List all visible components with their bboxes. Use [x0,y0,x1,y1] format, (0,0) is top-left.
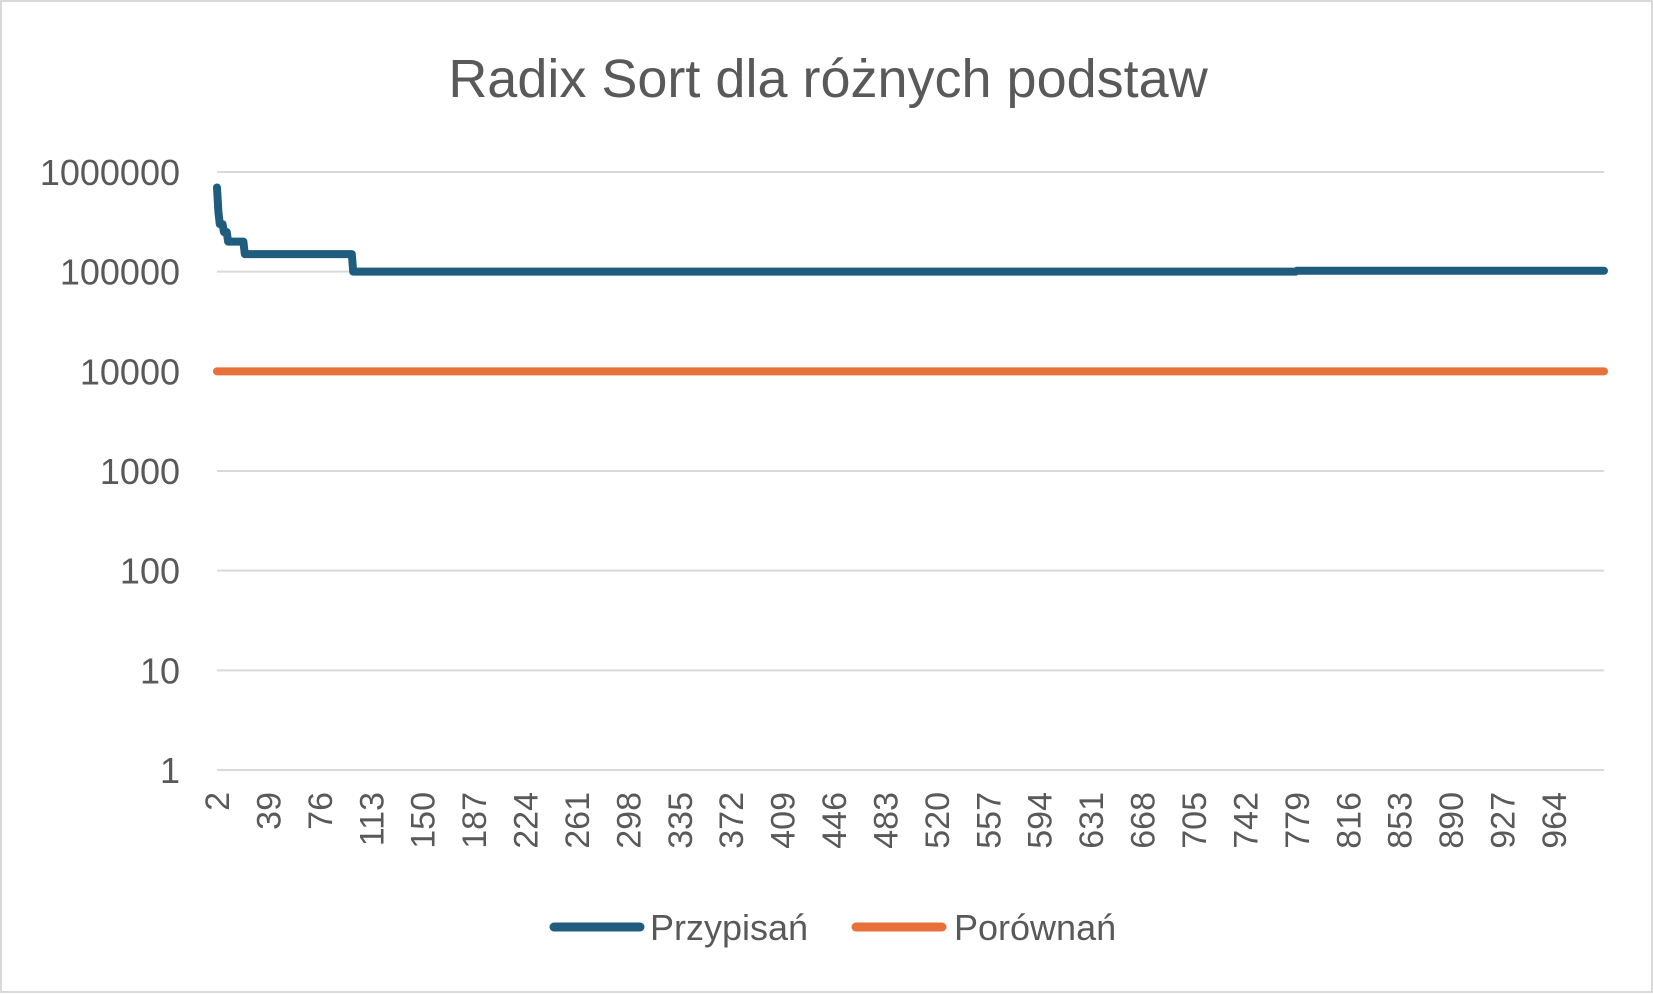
y-axis-tick-labels: 1 10 100 1000 10000 100000 1000000 [40,152,180,791]
x-tick-label: 927 [1485,792,1523,849]
x-tick-label: 964 [1536,792,1574,849]
x-tick-label: 890 [1433,792,1471,849]
x-tick-label: 150 [405,792,443,849]
x-tick-label: 594 [1022,792,1060,849]
x-tick-label: 261 [559,792,597,849]
x-tick-label: 409 [765,792,803,849]
x-tick-label: 705 [1176,792,1214,849]
x-tick-label: 631 [1073,792,1111,849]
x-axis-tick-labels: 2 39 76 113 150 187 224 261 298 335 372 409 446 483 52… [199,792,1574,849]
y-tick-label: 10000 [80,351,180,392]
x-tick-label: 483 [867,792,905,849]
x-tick-label: 520 [919,792,957,849]
x-tick-label: 742 [1227,792,1265,849]
x-tick-label: 298 [610,792,648,849]
x-tick-label: 113 [353,792,391,846]
y-tick-label: 1000000 [40,152,180,193]
x-tick-label: 557 [970,792,1008,849]
chart-title: Radix Sort dla różnych podstaw [448,49,1208,109]
x-tick-label: 816 [1330,792,1368,849]
x-tick-label: 224 [508,792,546,849]
legend-label: Porównań [954,907,1116,948]
y-tick-label: 1 [160,750,180,791]
x-tick-label: 446 [816,792,854,849]
x-tick-label: 187 [456,792,494,849]
y-tick-label: 10 [140,650,180,691]
x-tick-label: 335 [662,792,700,849]
x-tick-label: 76 [302,792,340,830]
series-lines [213,183,1608,376]
legend[interactable]: Przypisań Porównań [549,907,1116,948]
x-tick-label: 853 [1382,792,1420,849]
x-tick-label: 372 [713,792,751,849]
x-tick-label: 668 [1125,792,1163,849]
series-line-przypisan [213,183,1608,276]
y-tick-label: 100 [120,551,180,592]
y-tick-label: 100000 [60,252,180,293]
legend-item[interactable]: Przypisań [549,907,808,948]
y-tick-label: 1000 [100,451,180,492]
legend-label: Przypisań [650,907,808,948]
x-tick-label: 39 [250,792,288,830]
x-tick-label: 2 [199,792,237,811]
legend-item[interactable]: Porównań [851,907,1116,948]
grid-lines [217,171,1604,771]
x-tick-label: 779 [1279,792,1317,849]
